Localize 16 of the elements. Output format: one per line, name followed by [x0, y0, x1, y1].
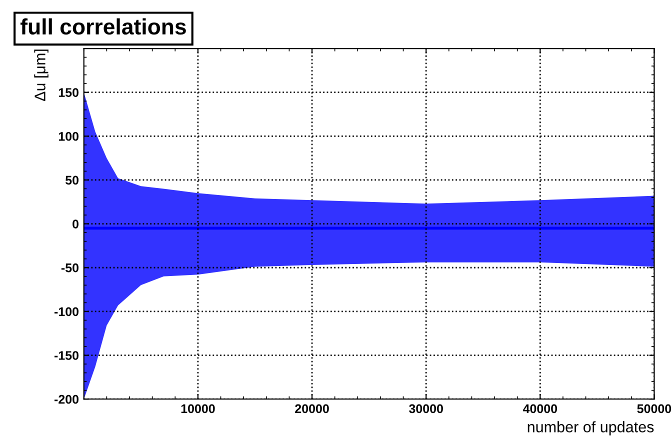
y-tick-label: -150	[54, 351, 79, 360]
x-tick-label: 20000	[295, 404, 329, 414]
x-axis-title: number of updates	[528, 421, 654, 436]
x-tick-label: 10000	[181, 404, 215, 414]
y-tick-label: -200	[54, 394, 79, 404]
y-tick-label: -50	[61, 263, 79, 272]
x-tick-label: 50000	[637, 404, 671, 414]
y-tick-label: 150	[58, 88, 79, 97]
x-tick-label: 30000	[408, 404, 443, 414]
y-axis-title: Δu [μm]	[34, 50, 48, 102]
y-tick-label: -100	[54, 307, 79, 316]
x-tick-label: 40000	[522, 404, 558, 414]
y-tick-label: 100	[58, 132, 79, 141]
chart-title: full correlations	[20, 18, 186, 35]
y-tick-label: 50	[65, 176, 79, 185]
y-tick-label: 0	[72, 220, 78, 228]
